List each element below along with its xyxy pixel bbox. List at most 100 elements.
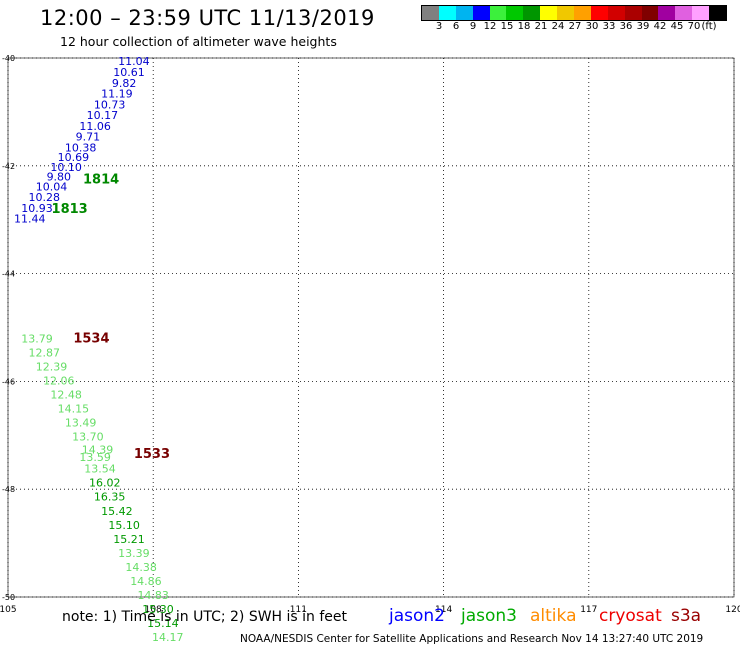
colorbar-swatch: [692, 6, 710, 20]
wave-height-label: 11.06: [79, 120, 111, 133]
colorbar-tick-label: 45: [670, 21, 684, 32]
wave-height-label: 13.79: [21, 332, 53, 345]
x-tick-label: 114: [435, 605, 452, 615]
legend-jason3: jason3: [461, 606, 517, 626]
colorbar-tick-label: 12: [483, 21, 497, 32]
wave-height-label: 11.04: [118, 55, 150, 68]
wave-height-label: 14.38: [125, 561, 157, 574]
colorbar-tick-label: 39: [636, 21, 650, 32]
colorbar-tick-label: 42: [653, 21, 667, 32]
colorbar-swatch: [709, 6, 727, 20]
colorbar-swatch: [574, 6, 591, 20]
colorbar-swatch: [607, 6, 625, 20]
colorbar-swatch: [523, 6, 541, 20]
wave-height-label: 10.28: [29, 191, 61, 204]
colorbar-tick-label: 30: [585, 21, 599, 32]
wave-height-label: 10.04: [36, 180, 68, 193]
colorbar-swatch: [641, 6, 659, 20]
colorbar-tick-label: 33: [602, 21, 616, 32]
wave-height-label: 10.10: [50, 161, 82, 174]
wave-height-label: 9.71: [76, 131, 101, 144]
pass-time-label: 1533: [134, 447, 170, 462]
colorbar-swatch: [438, 6, 456, 20]
colorbar-tick-label: 18: [517, 21, 531, 32]
wave-height-colorbar: [421, 5, 728, 21]
y-tick-label: -46: [2, 377, 15, 386]
colorbar-tick-label: 3: [435, 21, 443, 32]
colorbar-swatch: [506, 6, 524, 20]
pass-time-label: 1534: [73, 331, 109, 346]
colorbar-swatch: [455, 6, 473, 20]
legend-altika: altika: [530, 606, 577, 626]
wave-height-label: 15.21: [113, 533, 145, 546]
wave-height-label: 15.42: [101, 505, 133, 518]
chart-subtitle: 12 hour collection of altimeter wave hei…: [60, 34, 337, 49]
x-tick-label: 117: [580, 605, 597, 615]
wave-height-label: 12.87: [29, 346, 61, 359]
wave-height-label: 10.17: [87, 109, 119, 122]
wave-height-label: 11.44: [14, 213, 46, 226]
colorbar-swatch: [422, 6, 439, 20]
wave-height-label: 13.39: [118, 547, 150, 560]
wave-height-label: 10.38: [65, 141, 97, 154]
wave-height-label: 13.70: [72, 430, 104, 443]
y-tick-label: -48: [2, 485, 15, 494]
colorbar-swatch: [489, 6, 507, 20]
legend-cryosat: cryosat: [599, 606, 662, 626]
colorbar-unit-label: (ft): [701, 21, 717, 32]
credit-line: NOAA/NESDIS Center for Satellite Applica…: [240, 633, 704, 645]
wave-height-label: 14.17: [152, 631, 184, 644]
wave-height-label: 9.82: [112, 77, 137, 90]
y-tick-label: -50: [2, 593, 15, 602]
colorbar-tick-label: 15: [500, 21, 514, 32]
colorbar-swatch: [472, 6, 490, 20]
colorbar-tick-label: 70: [687, 21, 701, 32]
wave-height-label: 10.93: [21, 202, 53, 215]
y-tick-label: -40: [2, 54, 15, 63]
colorbar-tick-label: 27: [568, 21, 582, 32]
wave-height-label: 16.02: [89, 477, 121, 490]
wave-height-label: 10.61: [113, 66, 145, 79]
wave-height-label: 12.06: [43, 374, 75, 387]
colorbar-tick-label: 21: [534, 21, 548, 32]
wave-height-label: 9.80: [47, 171, 72, 184]
colorbar-swatch: [658, 6, 676, 20]
colorbar-tick-label: 24: [551, 21, 565, 32]
colorbar-swatch: [675, 6, 693, 20]
colorbar-tick-label: 36: [619, 21, 633, 32]
wave-height-label: 14.15: [58, 402, 90, 415]
wave-height-label: 12.48: [50, 388, 82, 401]
wave-height-label: 10.69: [58, 151, 90, 164]
legend-s3a: s3a: [671, 606, 702, 626]
colorbar-swatch: [540, 6, 558, 20]
chart-title: 12:00 – 23:59 UTC 11/13/2019: [40, 6, 375, 30]
wave-height-label: 15.10: [108, 519, 140, 532]
plot-frame: [7, 57, 735, 598]
x-tick-label: 108: [145, 605, 162, 615]
wave-height-label: 11.19: [101, 88, 133, 101]
wave-height-label: 13.59: [79, 451, 111, 464]
colorbar-tick-label: 9: [469, 21, 477, 32]
x-tick-label: 105: [0, 605, 17, 615]
colorbar-swatch: [557, 6, 575, 20]
pass-time-label: 1813: [52, 202, 88, 217]
wave-height-label: 16.35: [94, 491, 126, 504]
colorbar-swatch: [590, 6, 608, 20]
footnote: note: 1) Time is in UTC; 2) SWH is in fe…: [62, 609, 348, 625]
y-tick-label: -42: [2, 162, 15, 171]
wave-height-label: 12.39: [36, 360, 68, 373]
wave-height-label: 15.14: [147, 617, 179, 630]
wave-height-label: 15.30: [142, 603, 174, 616]
wave-height-label: 14.83: [137, 589, 169, 602]
x-tick-label: 120: [725, 605, 740, 615]
colorbar-tick-label: 6: [452, 21, 460, 32]
y-tick-label: -44: [2, 270, 15, 279]
x-tick-label: 111: [290, 605, 307, 615]
wave-height-label: 14.86: [130, 575, 162, 588]
wave-height-label: 10.73: [94, 98, 126, 111]
colorbar-swatch: [624, 6, 642, 20]
wave-height-label: 14.39: [82, 443, 114, 456]
wave-height-label: 13.54: [84, 463, 116, 476]
wave-height-label: 13.49: [65, 416, 97, 429]
